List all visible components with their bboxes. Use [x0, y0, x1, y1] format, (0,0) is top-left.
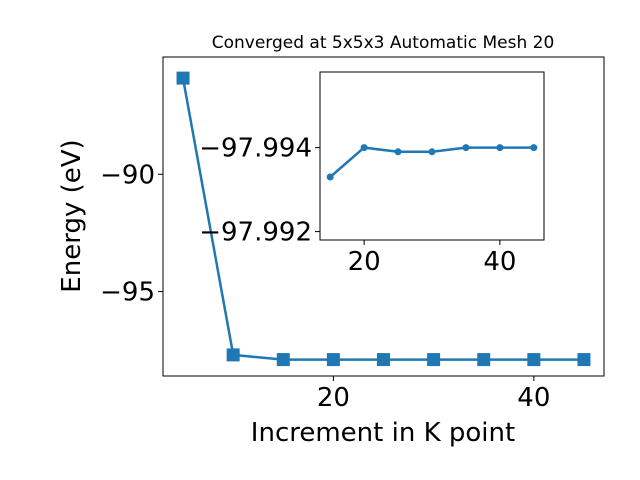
inset-data-point [462, 144, 470, 152]
inset-data-point [360, 144, 368, 152]
inset-plot-frame [319, 71, 545, 241]
main-data-point [226, 348, 240, 362]
inset-x-tick-label: 40 [483, 247, 516, 277]
x-axis-label: Increment in K point [251, 418, 515, 448]
main-data-point [276, 353, 290, 367]
inset-data-point [428, 148, 436, 156]
main-y-tick-label: −90 [100, 160, 155, 190]
main-plot-frame [162, 56, 605, 377]
main-data-point [527, 353, 541, 367]
inset-y-tick-label: −97.992 [199, 218, 312, 248]
main-y-ticks: −90 −95 [100, 160, 163, 308]
main-data-point [326, 353, 340, 367]
inset-x-ticks: 20 40 [348, 240, 516, 277]
main-x-ticks: 20 40 [317, 376, 550, 413]
y-axis-label: Energy (eV) [57, 139, 87, 292]
inset-plot: 20 40 −97.994−97.992 [199, 71, 545, 277]
main-y-tick-label: −95 [100, 278, 155, 308]
inset-series [326, 144, 538, 181]
inset-y-tick-label: −97.994 [199, 134, 312, 164]
inset-y-ticks: −97.994 −97.992 [199, 134, 320, 248]
inset-data-point [496, 144, 504, 152]
chart-title: Converged at 5x5x3 Automatic Mesh 20 [212, 33, 555, 53]
main-plot: 20 40 −90−95 Converged at 5x5x3 Automatic… [57, 33, 605, 448]
inset-data-point [530, 144, 538, 152]
main-data-point [377, 353, 390, 367]
main-data-point [427, 353, 441, 367]
main-data-point [477, 353, 491, 367]
main-x-tick-label: 20 [317, 383, 350, 413]
main-x-tick-label: 40 [517, 383, 550, 413]
main-series [176, 71, 591, 367]
inset-data-point [326, 173, 334, 181]
main-data-point [577, 353, 591, 367]
inset-x-tick-label: 20 [348, 247, 381, 277]
main-data-point [176, 71, 190, 85]
inset-data-point [394, 148, 402, 156]
